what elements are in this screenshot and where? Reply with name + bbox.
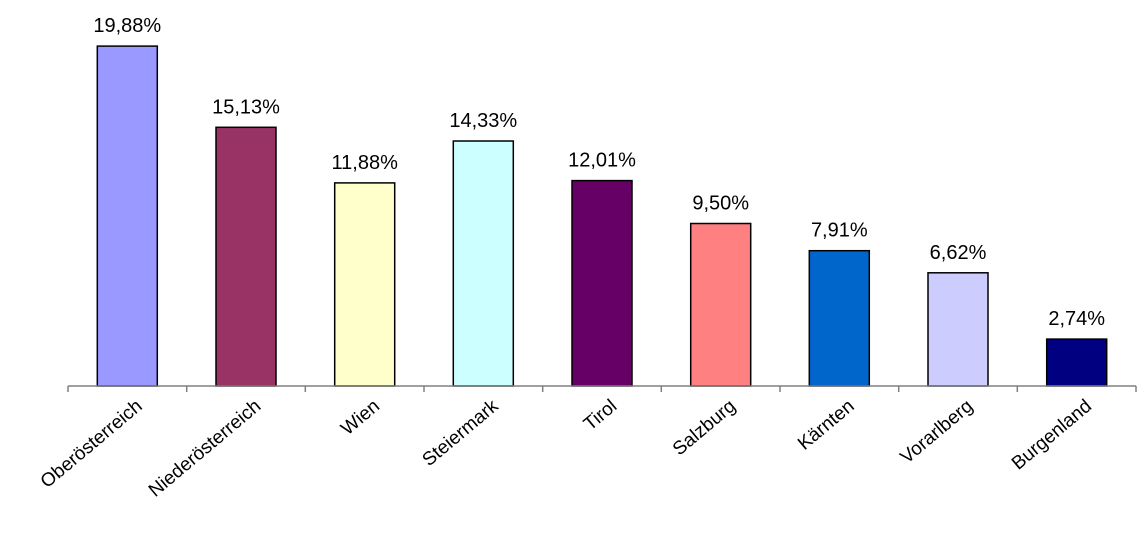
bars-layer (96, 45, 1108, 387)
data-label-4: 12,01% (568, 150, 636, 172)
bar-3 (452, 140, 515, 387)
bar-4 (571, 179, 633, 387)
x-tick-label-1: Niederösterreich (145, 396, 265, 502)
bar-5 (689, 222, 752, 387)
x-tick-label-4: Tirol (580, 396, 621, 435)
bar-2 (333, 182, 396, 387)
x-axis (67, 385, 1137, 392)
x-tick-label-2: Wien (337, 396, 384, 440)
x-tick-label-0: Oberösterreich (37, 396, 147, 493)
x-tick-label-7: Vorarlberg (897, 396, 978, 468)
bar-6 (808, 249, 871, 387)
bar-1 (215, 126, 277, 387)
bar-7 (927, 272, 989, 387)
data-label-7: 6,62% (930, 242, 987, 264)
bar-8 (1045, 338, 1108, 387)
x-tick-label-3: Steiermark (419, 395, 503, 470)
data-label-3: 14,33% (449, 110, 517, 132)
x-tick-label-8: Burgenland (1008, 396, 1096, 475)
data-label-8: 2,74% (1048, 308, 1105, 330)
data-label-5: 9,50% (692, 193, 749, 215)
bar-0 (96, 45, 159, 387)
data-label-0: 19,88% (93, 15, 161, 37)
data-label-1: 15,13% (212, 96, 280, 118)
data-labels-layer: 19,88% 15,13% 11,88% 14,33% 12,01% 9,50% 7,91%… (93, 15, 1105, 330)
x-tick-label-5: Salzburg (669, 396, 740, 460)
x-tick-label-6: Kärnten (794, 396, 858, 455)
data-label-2: 11,88% (332, 152, 399, 174)
data-label-6: 7,91% (811, 220, 868, 242)
